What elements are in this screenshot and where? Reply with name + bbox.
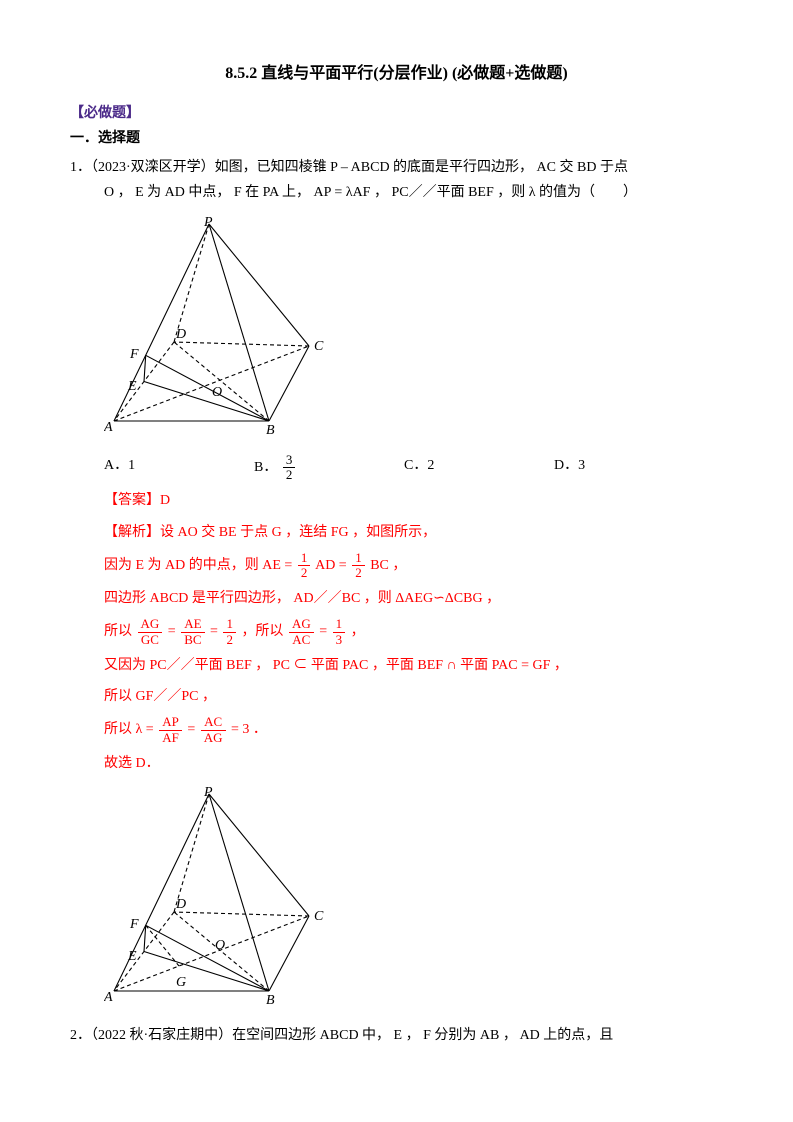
q1-option-b: B． 3 2 (254, 453, 404, 483)
sol1-l8: 故选 D． (104, 751, 723, 776)
q1-options: A．1 B． 3 2 C．2 D．3 (104, 453, 723, 483)
svg-text:P: P (203, 786, 213, 800)
q1-optB-frac: 3 2 (283, 453, 296, 483)
figure-1: P A B C D E F O (104, 216, 723, 445)
svg-text:E: E (127, 949, 137, 964)
svg-text:G: G (176, 975, 186, 990)
svg-text:B: B (266, 423, 275, 436)
section-1-header: 一．选择题 (70, 126, 723, 151)
svg-text:D: D (175, 327, 186, 342)
sol1-l2: 因为 E 为 AD 的中点，则 AE = 12 AD = 12 BC ， (104, 551, 723, 581)
svg-text:D: D (175, 897, 186, 912)
page: 8.5.2 直线与平面平行(分层作业) (必做题+选做题) 【必做题】 一．选择… (0, 0, 793, 1122)
q1-option-d: D．3 (554, 453, 704, 483)
q1-stem-line2: O ， E 为 AD 中点， F 在 PA 上， AP = λAF ， PC／／… (70, 180, 723, 205)
svg-text:C: C (314, 909, 324, 924)
svg-text:B: B (266, 993, 275, 1006)
sol1-l5: 又因为 PC／／平面 BEF ， PC ⊂ 平面 PAC ，平面 BEF ∩ 平… (104, 653, 723, 678)
question-2-stem: 2．（2022 秋·石家庄期中）在空间四边形 ABCD 中， E ， F 分别为… (70, 1023, 723, 1048)
doc-title: 8.5.2 直线与平面平行(分层作业) (必做题+选做题) (70, 60, 723, 89)
svg-text:E: E (127, 379, 137, 394)
required-header: 【必做题】 (70, 101, 723, 126)
svg-text:O: O (212, 385, 222, 400)
svg-text:A: A (104, 420, 113, 435)
sol1-l4: 所以 AGGC = AEBC = 12 ，所以 AGAC = 13 ， (104, 617, 723, 647)
sol1-l3: 四边形 ABCD 是平行四边形， AD／／BC ，则 ΔAEG∽ΔCBG ， (104, 586, 723, 611)
sol1-l7: 所以 λ = APAF = ACAG = 3 ． (104, 715, 723, 745)
svg-text:C: C (314, 339, 324, 354)
q1-optB-pre: B． (254, 460, 277, 475)
answer-1: 【答案】D (104, 488, 723, 513)
q1-stem-line1: 1．（2023·双滦区开学）如图，已知四棱锥 P – ABCD 的底面是平行四边… (70, 155, 723, 180)
svg-text:O: O (215, 938, 225, 953)
q1-option-c: C．2 (404, 453, 554, 483)
svg-text:P: P (203, 216, 213, 230)
svg-text:F: F (129, 917, 139, 932)
sol1-l6: 所以 GF／／PC ， (104, 684, 723, 709)
svg-text:A: A (104, 990, 113, 1005)
sol1-l1: 【解析】设 AO 交 BE 于点 G ，连结 FG ，如图所示， (104, 520, 723, 545)
q1-option-a: A．1 (104, 453, 254, 483)
question-1: 1．（2023·双滦区开学）如图，已知四棱锥 P – ABCD 的底面是平行四边… (70, 155, 723, 205)
svg-text:F: F (129, 347, 139, 362)
figure-2: P A B C D E F O G (104, 786, 723, 1015)
